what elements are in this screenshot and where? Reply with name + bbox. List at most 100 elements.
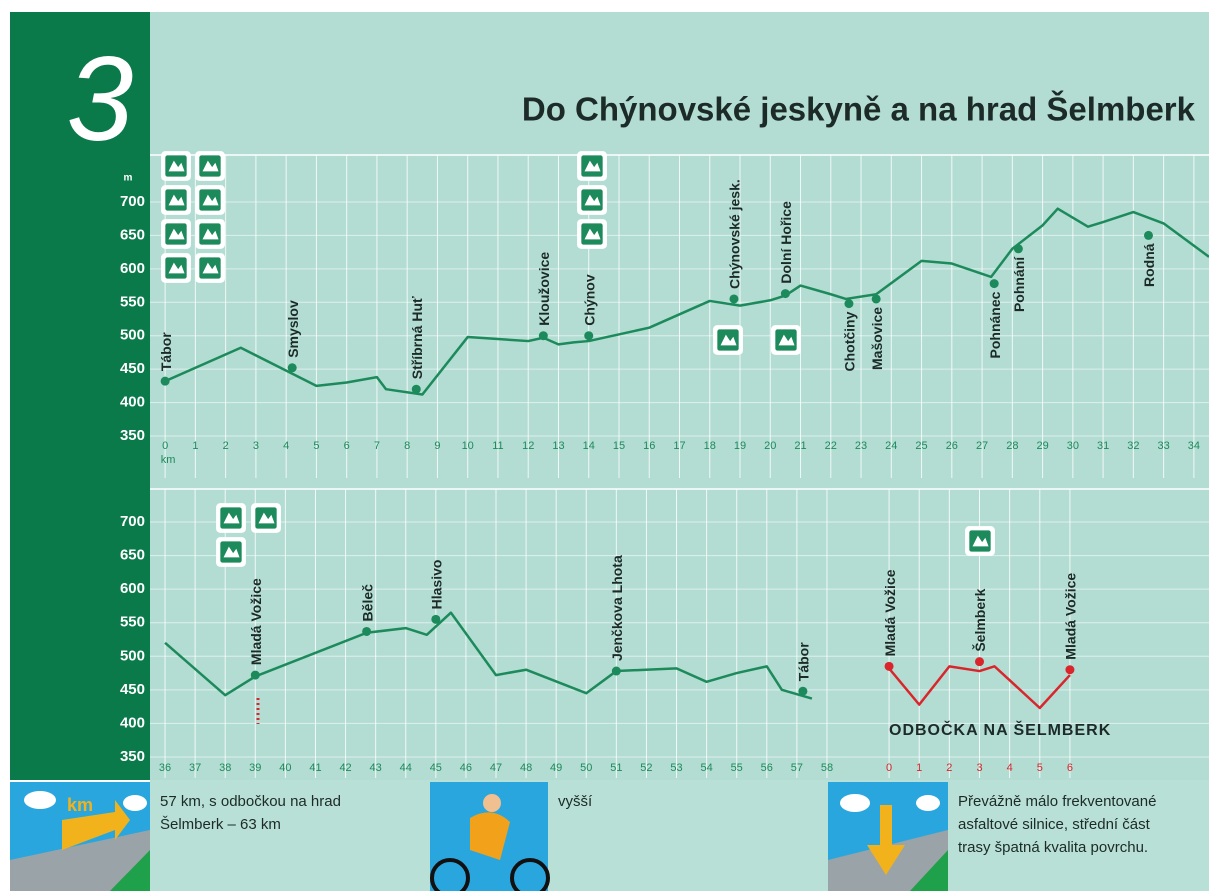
icon	[771, 325, 801, 355]
place-label: Jenčkova Lhota	[609, 555, 625, 661]
place-dot	[798, 686, 808, 696]
x-tick-label: 24	[885, 440, 897, 452]
x-tick-label: 55	[731, 762, 743, 774]
footer-texts: 57 km, s odbočkou na hrad Šelmberk – 63 k…	[160, 793, 1156, 856]
x-tick-label: 38	[219, 762, 231, 774]
x-tick-label: 13	[552, 440, 564, 452]
cloud	[916, 795, 940, 811]
x-tick-label: 32	[1127, 440, 1139, 452]
x-tick-label: 52	[640, 762, 652, 774]
place-dot	[160, 376, 170, 386]
y-tick-label: 400	[120, 394, 145, 411]
x-tick-label: 26	[946, 440, 958, 452]
x-tick-label: 25	[915, 440, 927, 452]
place-label: Hlasivo	[429, 560, 445, 610]
footer-text: asfaltové silnice, střední část	[958, 816, 1151, 833]
grass	[110, 850, 150, 891]
x-tick-label: 12	[522, 440, 534, 452]
y-tick-label: 350	[120, 427, 145, 444]
place-label: Smyslov	[285, 300, 301, 358]
x-tick-label: 14	[583, 440, 595, 452]
x-tick-label: 36	[159, 762, 171, 774]
icon	[577, 151, 607, 181]
x-tick-label: 41	[309, 762, 321, 774]
place-dot	[584, 331, 594, 341]
x-tick-label: 23	[855, 440, 867, 452]
icon	[195, 253, 225, 283]
x-tick-label: 11	[492, 440, 503, 452]
wheel	[430, 858, 470, 891]
footer-band	[150, 780, 1209, 891]
head	[483, 794, 501, 812]
place-label: Stříbrná Huť	[409, 296, 425, 379]
icon	[161, 151, 191, 181]
x-tick-label: 39	[249, 762, 261, 774]
x-tick-label: 40	[279, 762, 291, 774]
x-tick-label: 44	[400, 762, 412, 774]
icon	[216, 537, 246, 567]
x-tick-label: 45	[430, 762, 442, 774]
y-tick-label: 450	[120, 681, 145, 698]
x-tick-label: 30	[1067, 440, 1079, 452]
place-label: Pohnání	[1011, 256, 1027, 312]
x-tick-label: 5	[1037, 762, 1043, 774]
x-tick-label: 7	[374, 440, 380, 452]
place-label: Kloužovice	[536, 252, 552, 326]
place-dot	[884, 661, 894, 671]
x-tick-label: 16	[643, 440, 655, 452]
x-tick-label: 31	[1097, 440, 1109, 452]
x-tick-label: 34	[1188, 440, 1200, 452]
x-tick-label: 22	[825, 440, 837, 452]
x-tick-label: 43	[370, 762, 382, 774]
body	[470, 812, 510, 860]
elevation-line	[164, 611, 813, 700]
y-tick-label: 550	[120, 293, 145, 310]
x-tick-label: 0	[886, 762, 892, 774]
x-tick-label: 19	[734, 440, 746, 452]
place-label: Mladá Vožice	[248, 578, 264, 665]
place-dot	[1143, 230, 1153, 240]
place-dot	[250, 670, 260, 680]
place-dot	[431, 614, 441, 624]
place-label: Pohnánec	[987, 291, 1003, 358]
y-tick-label: 700	[120, 513, 145, 530]
y-tick-label: 500	[120, 647, 145, 664]
place-dot	[871, 294, 881, 304]
icon	[251, 503, 281, 533]
place-label: Mladá Vožice	[1063, 573, 1079, 660]
icon	[195, 185, 225, 215]
icon	[195, 219, 225, 249]
y-tick-label: 600	[120, 260, 145, 277]
arrow	[867, 805, 905, 875]
x-tick-label: 57	[791, 762, 803, 774]
place-dot	[989, 279, 999, 289]
place-dot	[538, 331, 548, 341]
x-tick-label: 20	[764, 440, 776, 452]
place-label: Chýnovské jesk.	[727, 179, 743, 289]
place-dot	[411, 384, 421, 394]
x-tick-label: 51	[610, 762, 622, 774]
x-tick-label: 2	[946, 762, 952, 774]
x-tick-label: 1	[192, 440, 198, 452]
place-dot	[1013, 244, 1023, 254]
place-label: Dolní Hořice	[778, 201, 794, 284]
arrow	[62, 800, 130, 850]
footer-text: Převážně málo frekventované	[958, 793, 1156, 810]
x-tick-label: 46	[460, 762, 472, 774]
grass	[910, 850, 948, 891]
x-tick-label: 49	[550, 762, 562, 774]
y-tick-label: 350	[120, 748, 145, 765]
x-tick-label: 10	[462, 440, 474, 452]
annotation: ODBOČKA NA ŠELMBERK	[889, 720, 1111, 739]
x-tick-label: 8	[404, 440, 410, 452]
x-tick-label: 17	[673, 440, 685, 452]
cloud	[123, 795, 147, 811]
km-icon-text: km	[67, 795, 93, 815]
icon	[195, 151, 225, 181]
y-tick-label: 450	[120, 360, 145, 377]
x-tick-label: 4	[1007, 762, 1013, 774]
place-label: Šelmberk	[971, 588, 988, 651]
y-tick-label: 700	[120, 193, 145, 210]
